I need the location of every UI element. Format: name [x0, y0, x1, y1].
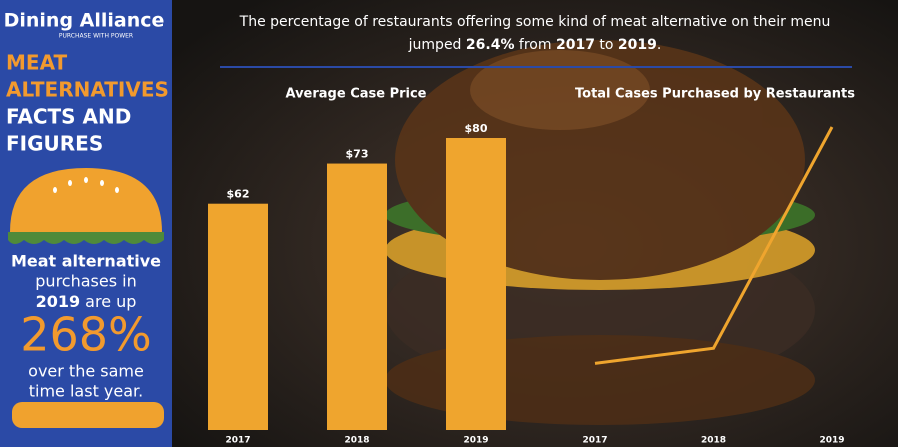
- chart-title: Total Cases Purchased by Restaurants: [575, 87, 855, 102]
- stat-text: are up: [80, 292, 136, 311]
- title-white: FIGURES: [6, 132, 103, 156]
- stat-text: time last year.: [29, 382, 144, 401]
- header-segment: to: [595, 37, 618, 53]
- title-orange: ALTERNATIVES: [6, 78, 169, 102]
- x-tick-label: 2017: [582, 436, 607, 446]
- header-text: jumped 26.4% from 2017 to 2019.: [408, 37, 662, 53]
- burger-icon: [8, 168, 164, 428]
- x-tick-label: 2019: [819, 436, 844, 446]
- header-text: The percentage of restaurants offering s…: [239, 14, 831, 30]
- line: [594, 126, 834, 365]
- stat-year: 2019: [36, 292, 81, 311]
- header-segment: .: [657, 37, 661, 53]
- value-label: $62: [227, 188, 250, 201]
- title-orange: MEAT: [6, 51, 67, 75]
- header-segment: 26.4%: [466, 37, 515, 53]
- bar: [446, 138, 506, 430]
- header-segment: 2019: [618, 37, 657, 53]
- value-label: $80: [465, 122, 488, 135]
- header-segment: from: [514, 37, 555, 53]
- stat-value: 268%: [20, 308, 152, 362]
- stat-text: purchases in: [35, 272, 136, 291]
- chart-title: Average Case Price: [285, 87, 426, 102]
- stat-text: 2019 are up: [36, 292, 137, 311]
- x-tick-label: 2018: [344, 436, 369, 446]
- stat-text: over the same: [28, 362, 144, 381]
- header-segment: 2017: [556, 37, 595, 53]
- value-label: $73: [346, 148, 369, 161]
- bar: [208, 203, 268, 430]
- brand-tagline: PURCHASE WITH POWER: [59, 33, 133, 40]
- x-tick-label: 2019: [463, 436, 488, 446]
- bar: [327, 163, 387, 431]
- stat-text: Meat alternative: [11, 252, 161, 271]
- title-white: FACTS AND: [6, 105, 131, 129]
- x-tick-label: 2018: [701, 436, 726, 446]
- x-tick-label: 2017: [225, 436, 250, 446]
- header-segment: jumped: [408, 37, 466, 53]
- brand-name: Dining Alliance: [4, 10, 165, 32]
